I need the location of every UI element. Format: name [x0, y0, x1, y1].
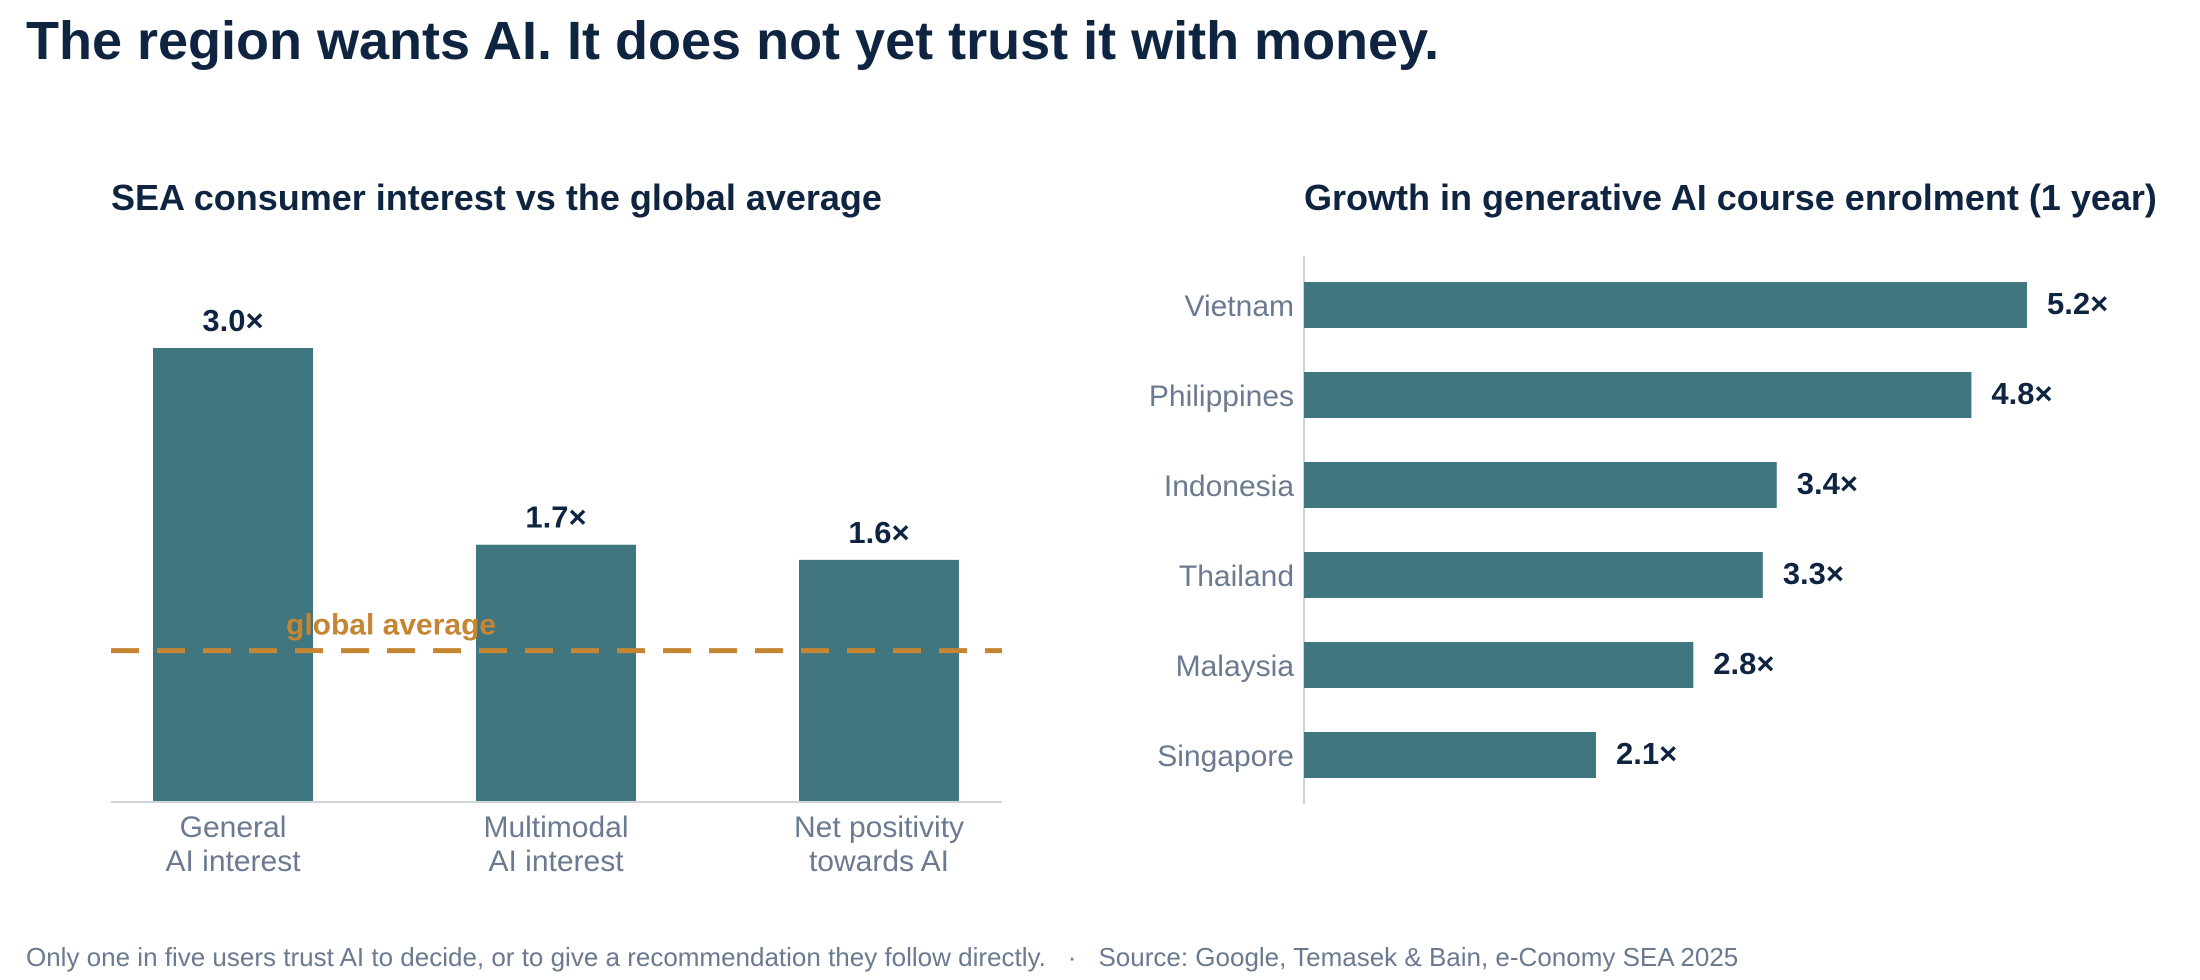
- enrolment-value-label: 4.8×: [1991, 376, 2052, 411]
- interest-category-label: General: [180, 811, 287, 844]
- footer-note: Only one in five users trust AI to decid…: [26, 942, 1046, 972]
- footer: Only one in five users trust AI to decid…: [26, 942, 1738, 973]
- interest-category-label: AI interest: [488, 845, 624, 878]
- enrolment-value-label: 2.1×: [1616, 736, 1677, 771]
- interest-bar: [153, 348, 313, 802]
- country-label: Thailand: [1179, 560, 1294, 593]
- enrolment-bar: [1304, 552, 1763, 598]
- interest-category-label: AI interest: [165, 845, 301, 878]
- enrolment-bar: [1304, 372, 1972, 418]
- enrolment-bar: [1304, 732, 1596, 778]
- interest-bar: [476, 544, 636, 802]
- country-label: Philippines: [1149, 380, 1294, 413]
- interest-category-label: Net positivity: [794, 811, 964, 844]
- interest-category-label: towards AI: [809, 845, 949, 878]
- course-enrolment-title: Growth in generative AI course enrolment…: [1304, 177, 2157, 218]
- enrolment-value-label: 5.2×: [2047, 286, 2108, 321]
- footer-source: Source: Google, Temasek & Bain, e-Conomy…: [1098, 942, 1739, 972]
- enrolment-value-label: 3.3×: [1783, 556, 1844, 591]
- country-label: Malaysia: [1176, 650, 1295, 683]
- global-average-label: global average: [286, 609, 496, 642]
- course-enrolment-chart: Growth in generative AI course enrolment…: [1149, 177, 2157, 804]
- country-label: Indonesia: [1164, 470, 1294, 503]
- consumer-interest-chart: SEA consumer interest vs the global aver…: [111, 177, 1002, 878]
- footer-separator: ·: [1067, 942, 1077, 972]
- consumer-interest-title: SEA consumer interest vs the global aver…: [111, 177, 882, 218]
- interest-value-label: 1.6×: [848, 515, 909, 550]
- enrolment-bar: [1304, 462, 1777, 508]
- enrolment-bar: [1304, 642, 1694, 688]
- country-label: Vietnam: [1184, 290, 1294, 323]
- country-label: Singapore: [1157, 740, 1294, 773]
- interest-category-label: Multimodal: [483, 811, 628, 844]
- enrolment-value-label: 3.4×: [1797, 466, 1858, 501]
- enrolment-bar: [1304, 282, 2027, 328]
- enrolment-value-label: 2.8×: [1713, 646, 1774, 681]
- headline: The region wants AI. It does not yet tru…: [26, 11, 1440, 71]
- interest-value-label: 1.7×: [525, 500, 586, 535]
- interest-value-label: 3.0×: [202, 303, 263, 338]
- interest-bar: [799, 559, 959, 802]
